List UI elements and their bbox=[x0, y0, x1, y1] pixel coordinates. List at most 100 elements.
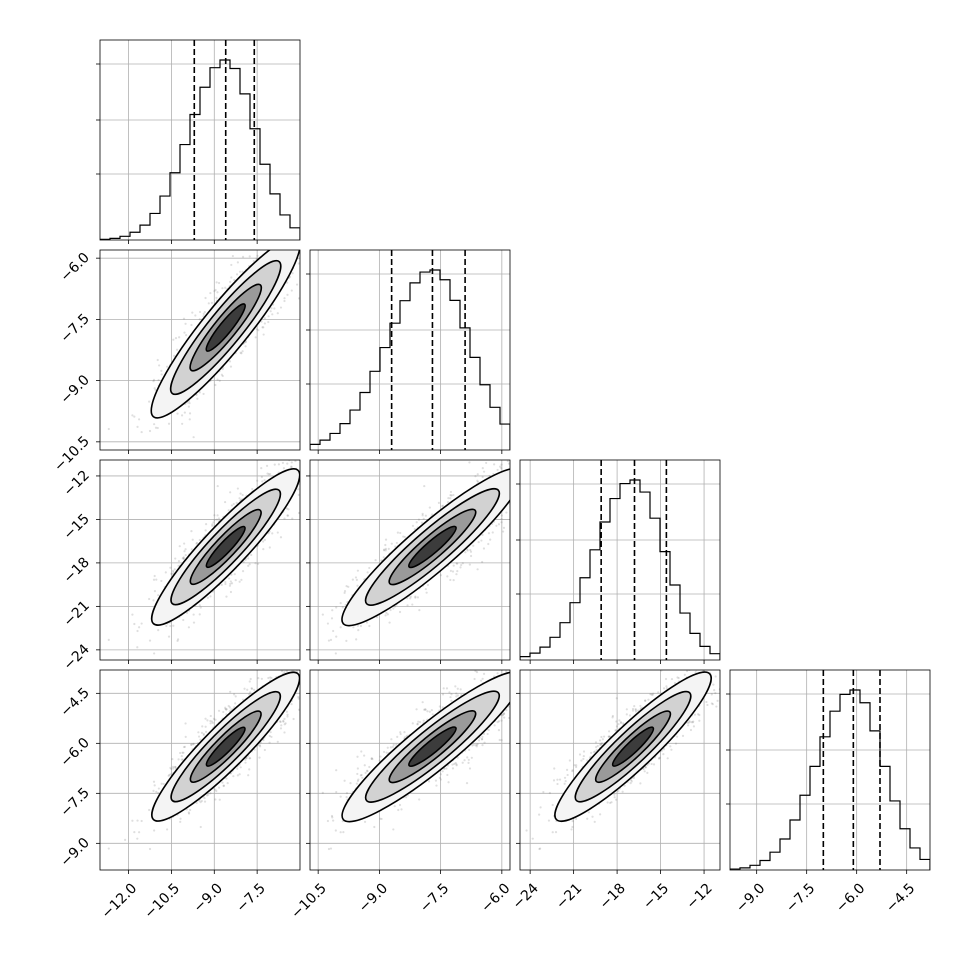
scatter-point bbox=[406, 604, 409, 607]
scatter-point bbox=[158, 364, 161, 367]
scatter-point bbox=[482, 470, 486, 473]
scatter-point bbox=[355, 578, 358, 581]
scatter-point bbox=[247, 557, 250, 560]
scatter-point bbox=[511, 488, 513, 490]
scatter-point bbox=[425, 591, 428, 594]
scatter-point bbox=[285, 237, 287, 239]
scatter-point bbox=[224, 500, 227, 504]
scatter-point bbox=[263, 317, 266, 320]
scatter-point bbox=[188, 412, 192, 415]
scatter-point bbox=[217, 281, 221, 285]
scatter-point bbox=[523, 495, 525, 497]
scatter-point bbox=[182, 557, 186, 561]
scatter-point bbox=[136, 629, 139, 633]
scatter-point bbox=[282, 233, 284, 235]
scatter-point bbox=[512, 490, 514, 492]
scatter-point bbox=[449, 497, 452, 500]
scatter-point bbox=[177, 564, 180, 567]
scatter-point bbox=[499, 453, 501, 455]
scatter-point bbox=[274, 235, 276, 237]
scatter-point bbox=[335, 606, 338, 609]
scatter-point bbox=[384, 547, 388, 550]
scatter-point bbox=[235, 273, 239, 276]
scatter-point bbox=[420, 521, 424, 524]
scatter-point bbox=[124, 456, 126, 458]
scatter-point bbox=[107, 638, 110, 641]
scatter-point bbox=[329, 638, 333, 641]
panel-grid bbox=[100, 40, 300, 240]
scatter-point bbox=[414, 596, 417, 599]
scatter-point bbox=[234, 579, 237, 582]
scatter-point bbox=[277, 463, 281, 466]
scatter-point bbox=[213, 514, 216, 517]
scatter-point bbox=[334, 652, 337, 655]
scatter-point bbox=[229, 365, 233, 368]
histogram-1 bbox=[310, 269, 510, 450]
scatter-point bbox=[180, 414, 184, 417]
scatter-point bbox=[257, 329, 260, 332]
scatter-point bbox=[389, 608, 392, 612]
scatter-point bbox=[169, 624, 172, 628]
scatter-point bbox=[290, 465, 293, 468]
scatter-point bbox=[252, 241, 254, 243]
scatter-point bbox=[289, 243, 291, 245]
contour-level-3 bbox=[205, 525, 246, 569]
scatter-point bbox=[204, 529, 207, 532]
scatter-point bbox=[384, 614, 387, 617]
scatter-point bbox=[417, 518, 421, 521]
scatter-point bbox=[231, 254, 234, 258]
contour-level-3 bbox=[408, 525, 457, 569]
scatter-point bbox=[547, 481, 549, 483]
scatter-point bbox=[233, 278, 236, 282]
scatter-point bbox=[167, 635, 171, 638]
scatter-point bbox=[216, 291, 219, 294]
scatter-point bbox=[195, 542, 198, 545]
scatter-point bbox=[512, 494, 514, 496]
scatter-point bbox=[384, 543, 387, 547]
scatter-point bbox=[449, 494, 452, 497]
scatter-point bbox=[446, 500, 450, 504]
scatter-point bbox=[211, 523, 214, 526]
scatter-point bbox=[421, 512, 424, 515]
scatter-point bbox=[286, 281, 289, 284]
scatter-point bbox=[256, 254, 259, 257]
scatter-point bbox=[270, 307, 273, 310]
scatter-point bbox=[182, 317, 186, 320]
scatter-point bbox=[181, 557, 184, 560]
scatter-point bbox=[157, 378, 160, 382]
scatter-point bbox=[352, 626, 355, 629]
scatter-point bbox=[260, 475, 263, 479]
scatter-point bbox=[283, 517, 286, 520]
scatter-point bbox=[229, 280, 232, 283]
scatter-point bbox=[217, 517, 221, 520]
scatter-point bbox=[229, 491, 232, 494]
scatter-point bbox=[339, 421, 341, 423]
scatter-point bbox=[279, 306, 283, 309]
scatter-point bbox=[280, 230, 282, 232]
scatter-point bbox=[131, 613, 134, 616]
scatter-point bbox=[282, 243, 284, 245]
scatter-point bbox=[198, 538, 201, 542]
scatter-point bbox=[399, 531, 402, 535]
scatter-point bbox=[528, 481, 530, 483]
scatter-point bbox=[228, 577, 231, 580]
scatter-point bbox=[395, 541, 398, 545]
y-tick-label: −12 bbox=[61, 467, 93, 499]
scatter-point bbox=[255, 328, 258, 331]
scatter-point bbox=[176, 639, 179, 642]
scatter-point bbox=[133, 622, 136, 626]
scatter-point bbox=[202, 392, 205, 396]
scatter-point bbox=[476, 473, 479, 476]
scatter-point bbox=[257, 246, 259, 248]
panel-grid bbox=[310, 250, 510, 450]
scatter-point bbox=[262, 540, 265, 543]
scatter-point bbox=[459, 566, 462, 569]
scatter-point bbox=[469, 554, 473, 558]
scatter-point bbox=[514, 492, 516, 494]
scatter-point bbox=[356, 624, 359, 627]
scatter-point bbox=[393, 605, 396, 608]
scatter-point bbox=[166, 365, 169, 368]
scatter-point bbox=[517, 518, 519, 520]
scatter-point bbox=[185, 334, 188, 337]
scatter-point bbox=[452, 564, 455, 567]
